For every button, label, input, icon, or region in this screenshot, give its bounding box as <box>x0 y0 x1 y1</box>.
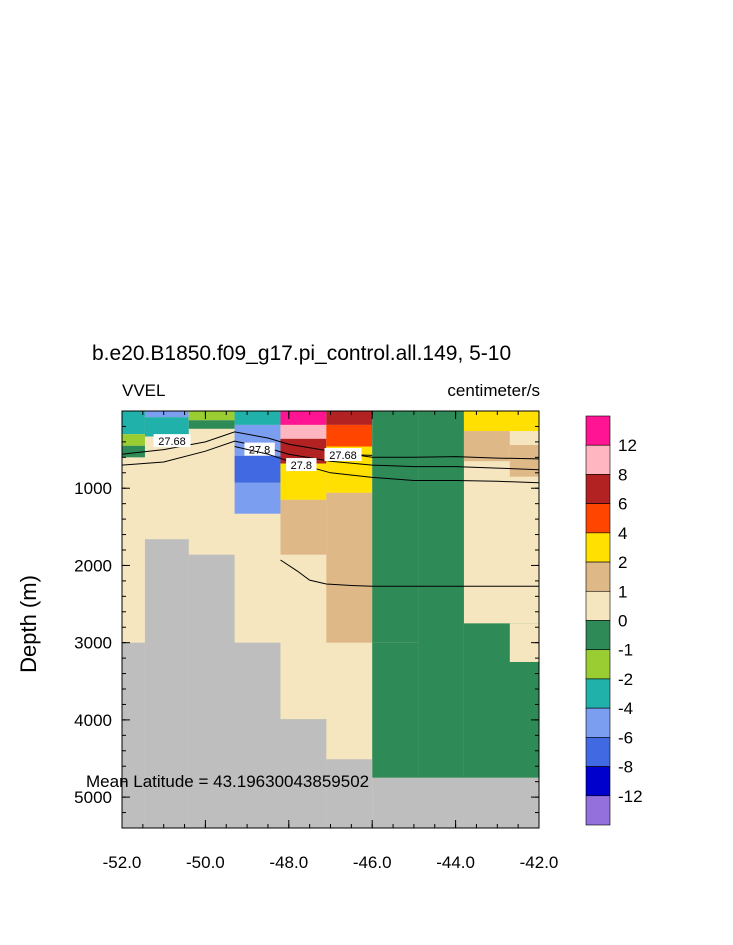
contour-label-bg <box>153 434 191 448</box>
heatmap-cell <box>122 445 145 458</box>
density-contour <box>121 431 540 460</box>
land-mask <box>234 642 281 828</box>
density-contour <box>280 559 539 587</box>
heatmap-cell <box>122 434 145 446</box>
density-contour <box>234 446 540 484</box>
contour-label: 27.8 <box>291 460 312 472</box>
heatmap-cell <box>188 420 235 429</box>
heatmap-cell <box>234 455 281 483</box>
y-tick-label: 4000 <box>74 711 112 730</box>
chart-title: b.e20.B1850.f09_g17.pi_control.all.149, … <box>92 342 512 365</box>
heatmap-cell <box>463 431 510 462</box>
contour-label: 27.68 <box>329 450 357 462</box>
heatmap-cell <box>234 482 281 514</box>
colorbar-swatch <box>585 707 611 738</box>
colorbar-label: 12 <box>618 436 637 455</box>
heatmap-cell <box>509 444 539 477</box>
colorbar-label: 4 <box>618 524 627 543</box>
colorbar-swatch <box>585 503 611 534</box>
variable-label: VVEL <box>122 381 166 400</box>
mean-latitude-annotation: Mean Latitude = 43.19630043859502 <box>86 772 369 791</box>
density-contour <box>121 440 540 471</box>
colorbar-swatch <box>585 678 611 709</box>
land-mask <box>372 777 539 828</box>
colorbar-label: -4 <box>618 699 633 718</box>
heatmap-cell <box>463 411 539 432</box>
colorbar: 12 8 6 4 2 1 0 -1 -2 -4 -6 -8 -12 <box>585 415 643 826</box>
y-tick-label: 3000 <box>74 634 112 653</box>
contour-label: 27.68 <box>158 436 186 448</box>
colorbar-swatch <box>585 649 611 680</box>
land-mask <box>326 759 373 828</box>
heatmap-cell <box>122 411 145 435</box>
y-tick-label: 2000 <box>74 556 112 575</box>
land-mask <box>122 642 145 828</box>
colorbar-swatch <box>585 590 611 621</box>
colorbar-label: -6 <box>618 728 633 747</box>
colorbar-swatch <box>585 474 611 504</box>
units-label: centimeter/s <box>447 381 540 400</box>
colorbar-swatch <box>585 444 611 475</box>
heatmap-cell <box>372 642 419 778</box>
heatmap-cell <box>188 411 235 421</box>
y-axis-label: Depth (m) <box>16 575 41 673</box>
colorbar-label: 1 <box>618 582 627 601</box>
contour-label-bg <box>286 458 317 472</box>
colorbar-label: 0 <box>618 612 627 631</box>
x-tick-label: -48.0 <box>269 853 308 872</box>
colorbar-swatch <box>585 737 611 767</box>
heatmap-cell <box>234 411 281 425</box>
colorbar-label: -1 <box>618 641 633 660</box>
contour-label-bg <box>324 448 362 462</box>
colorbar-swatch <box>585 415 611 446</box>
colorbar-label: 2 <box>618 553 627 572</box>
colorbar-label: 6 <box>618 495 627 514</box>
axes-layer: -52.0 -50.0 -48.0 -46.0 -44.0 -42.0 1000 2000 30… <box>74 410 559 872</box>
y-tick-label: 5000 <box>74 788 112 807</box>
heatmap-cell <box>144 417 189 437</box>
land-layer <box>122 539 539 828</box>
colorbar-swatch <box>585 561 611 592</box>
x-tick-label: -46.0 <box>353 853 392 872</box>
heatmap-cell <box>280 411 327 425</box>
land-mask <box>144 539 189 828</box>
land-mask <box>188 554 235 828</box>
x-tick-label: -52.0 <box>103 853 142 872</box>
heatmap-cell <box>418 411 464 778</box>
heatmap-cell <box>280 424 327 439</box>
colorbar-label: -8 <box>618 758 633 777</box>
heatmap-cell <box>326 492 373 643</box>
x-tick-label: -50.0 <box>186 853 225 872</box>
colorbar-swatch <box>585 532 611 563</box>
colorbar-swatch <box>585 795 611 826</box>
heatmap-cell <box>372 411 419 643</box>
heatmap-cell <box>144 411 189 418</box>
colorbar-swatch <box>585 620 611 651</box>
heatmap-cell <box>326 411 373 425</box>
heatmap-cell <box>280 499 327 555</box>
colorbar-label: 8 <box>618 465 627 484</box>
colorbar-swatch <box>585 766 611 797</box>
contour-label-bg <box>244 442 275 456</box>
colorbar-label: -12 <box>618 787 643 806</box>
colorbar-label: -2 <box>618 670 633 689</box>
heatmap-cell <box>326 424 373 447</box>
y-tick-label: 1000 <box>74 479 112 498</box>
x-tick-label: -44.0 <box>436 853 475 872</box>
x-tick-label: -42.0 <box>520 853 559 872</box>
land-mask <box>280 719 327 828</box>
